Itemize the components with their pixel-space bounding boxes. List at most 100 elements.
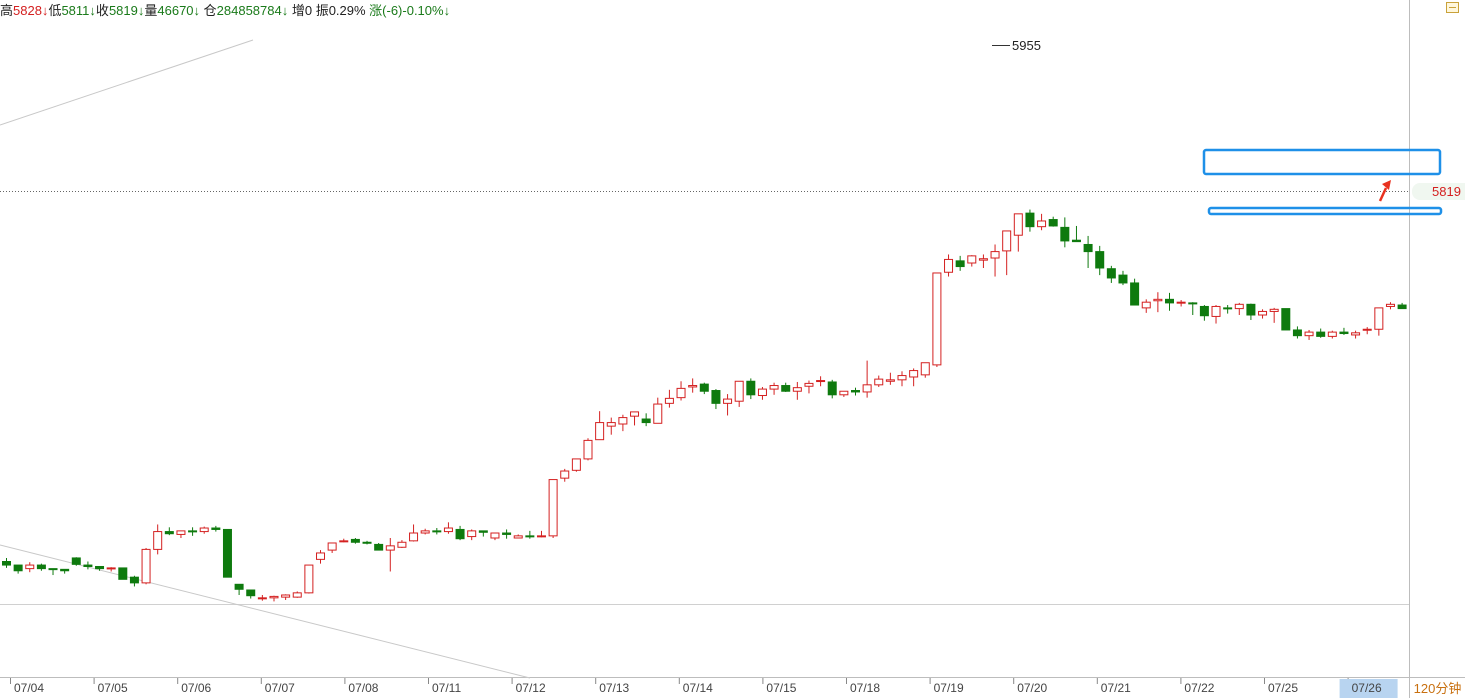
candle-body xyxy=(525,535,535,538)
candle-body xyxy=(560,470,570,479)
candle-body xyxy=(327,542,337,551)
candle xyxy=(467,529,477,541)
candle-body xyxy=(199,527,209,533)
candle-body xyxy=(734,380,744,402)
candle-body xyxy=(816,380,826,383)
candle-body xyxy=(920,362,930,376)
candle xyxy=(932,272,942,368)
candle xyxy=(734,380,744,407)
candle xyxy=(1292,326,1302,339)
candle-body xyxy=(944,258,954,273)
candle-body xyxy=(862,384,872,393)
candle xyxy=(1385,302,1395,310)
period-selector[interactable]: 120分钟 xyxy=(1413,681,1462,696)
candle-body xyxy=(269,595,279,599)
candle xyxy=(36,563,46,571)
x-tick-label: 07/04 xyxy=(14,681,44,695)
info-segment: 低 xyxy=(48,3,62,18)
candle xyxy=(129,575,139,587)
candle xyxy=(83,561,93,570)
candle-body xyxy=(839,390,849,396)
candle xyxy=(1106,265,1116,283)
candle-body xyxy=(455,528,465,540)
candle xyxy=(118,567,128,580)
candle-body xyxy=(967,255,977,264)
candle xyxy=(164,527,174,536)
candle xyxy=(990,244,1000,277)
settings-icon[interactable] xyxy=(1446,2,1459,13)
info-segment: 仓 xyxy=(200,3,217,18)
candle-body xyxy=(1292,329,1302,337)
candle-body xyxy=(1397,304,1407,310)
candle xyxy=(839,390,849,397)
candle xyxy=(374,542,384,551)
info-segment: 涨(-6)-0.10%↓ xyxy=(369,3,451,18)
candle xyxy=(688,378,698,393)
candle-body xyxy=(1385,303,1395,307)
candle-body xyxy=(1339,331,1349,335)
info-segment: 增0 振0.29% xyxy=(288,3,370,18)
candle xyxy=(1095,245,1105,276)
candle-body xyxy=(1199,305,1209,317)
candle xyxy=(1060,217,1070,248)
candle-body xyxy=(746,380,756,396)
candle-body xyxy=(1316,331,1326,337)
candle xyxy=(1013,213,1023,252)
candle-body xyxy=(792,387,802,392)
candle xyxy=(478,530,488,537)
candle-body xyxy=(1013,213,1023,236)
candle xyxy=(1037,213,1047,231)
candle-body xyxy=(1037,220,1047,228)
candle-body xyxy=(641,418,651,424)
candle-body xyxy=(1258,310,1268,316)
candle xyxy=(257,594,267,601)
candle xyxy=(246,589,256,599)
candle-body xyxy=(1176,301,1186,304)
candle xyxy=(106,567,116,572)
candle-body xyxy=(909,370,919,378)
candle-body xyxy=(1130,282,1140,306)
x-tick-label: 07/18 xyxy=(850,681,880,695)
candle-body xyxy=(153,531,163,550)
candle xyxy=(1269,307,1279,323)
high-label: 5955 xyxy=(1012,38,1041,53)
candle xyxy=(281,594,291,600)
candle xyxy=(606,417,616,435)
candle-body xyxy=(1211,305,1221,317)
candle xyxy=(176,530,186,538)
candle xyxy=(804,380,814,394)
candle xyxy=(1188,302,1198,316)
x-tick-label: 07/22 xyxy=(1184,681,1214,695)
candle xyxy=(560,468,570,482)
candle-body xyxy=(1234,303,1244,310)
candle xyxy=(827,379,837,399)
candle xyxy=(920,362,930,378)
candle-body xyxy=(583,439,593,460)
candle xyxy=(339,538,349,543)
candle-body xyxy=(1269,308,1279,312)
candle xyxy=(850,387,860,396)
candle xyxy=(1130,278,1140,306)
candle xyxy=(909,368,919,387)
candle xyxy=(513,534,523,539)
x-tick-label: 07/08 xyxy=(348,681,378,695)
candle-body xyxy=(211,527,221,530)
x-tick-label: 07/11 xyxy=(432,681,461,695)
info-segment: 46670↓ xyxy=(157,3,201,18)
candle-body xyxy=(1327,331,1337,337)
candle xyxy=(385,537,395,572)
candle-body xyxy=(316,552,326,560)
candle xyxy=(420,528,430,535)
x-tick-label: 07/05 xyxy=(98,681,128,695)
candle-body xyxy=(2,561,11,566)
candle xyxy=(955,255,965,271)
candle-body xyxy=(653,403,663,424)
x-axis: 07/04 07/05 07/06 07/07 07/08 07/11 07/12 07/13… xyxy=(10,678,1398,698)
candle-body xyxy=(1002,230,1012,252)
candle xyxy=(653,397,663,424)
x-tick-label: 07/13 xyxy=(599,681,629,695)
high-marker: 5955 xyxy=(992,38,1041,53)
candle xyxy=(711,389,721,410)
candle xyxy=(141,547,151,585)
